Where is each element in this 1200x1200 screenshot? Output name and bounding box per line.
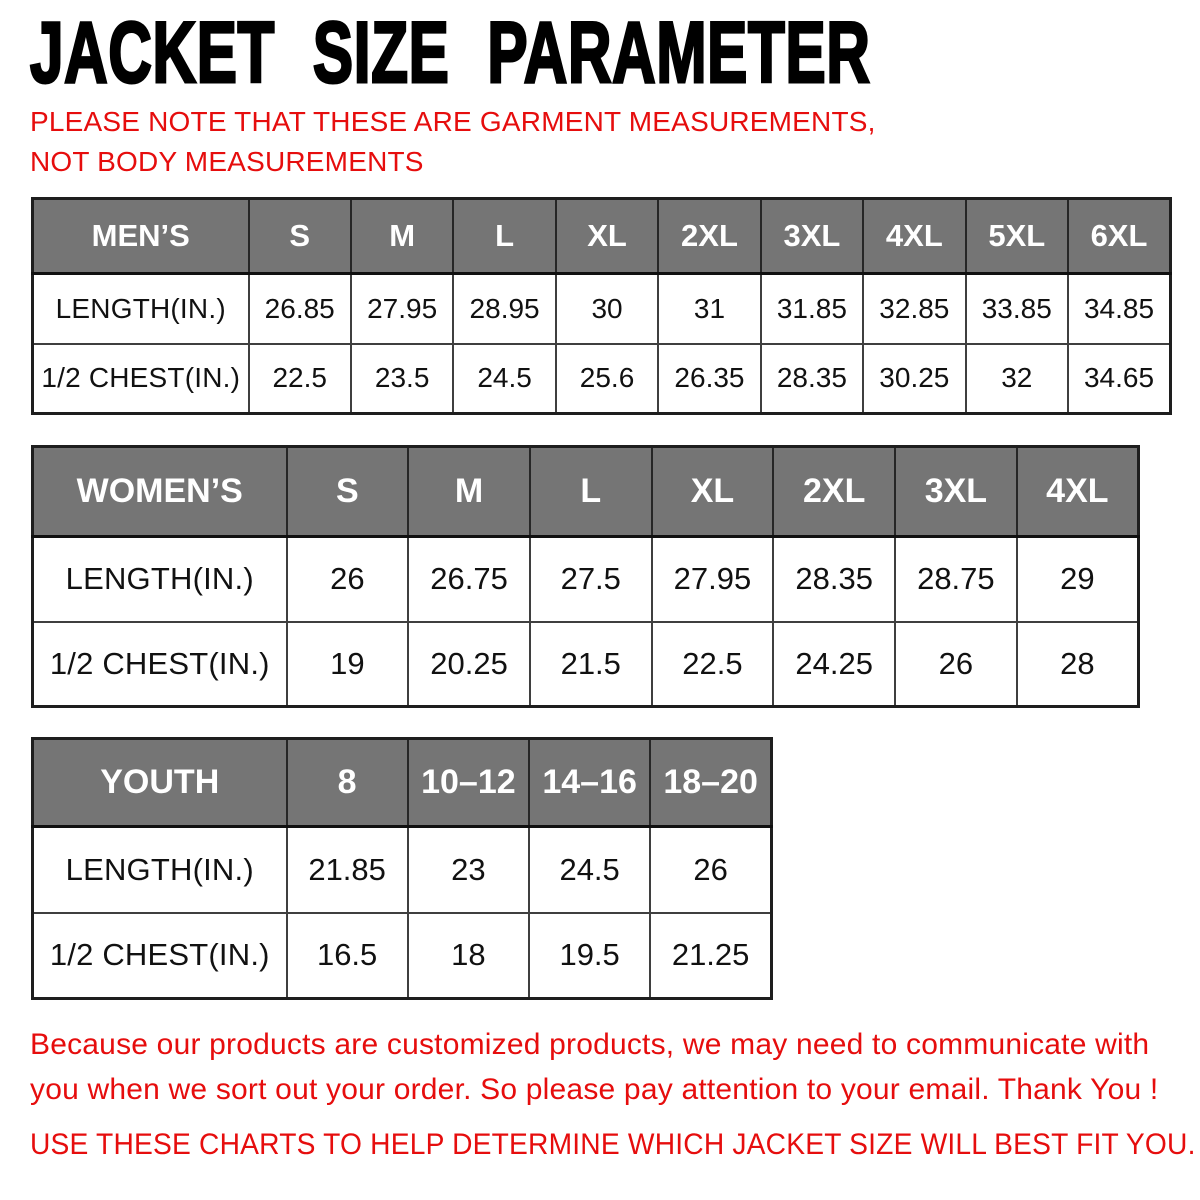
table-title-cell: YOUTH: [31, 737, 288, 828]
size-column-header: 4XL: [862, 197, 967, 275]
size-value-cell: 30: [554, 272, 660, 345]
size-column-header: 2XL: [657, 197, 762, 275]
size-value-cell: 31: [657, 272, 762, 345]
mens-table-grid: MEN’S S M L XL 2XL 3XL 4XL 5XL 6XL LENGTH(IN.) 26.8…: [31, 197, 1172, 415]
size-value-cell: 28.35: [772, 535, 897, 623]
size-column-header: 5XL: [964, 197, 1070, 275]
size-column-header: 14–16: [527, 737, 652, 828]
size-value-cell: 28.75: [894, 535, 1018, 623]
size-value-cell: 34.65: [1067, 342, 1172, 415]
size-header-row: YOUTH 8 10–12 14–16 18–20: [31, 737, 773, 828]
size-header-row: MEN’S S M L XL 2XL 3XL 4XL 5XL 6XL: [31, 197, 1172, 275]
size-column-header: M: [349, 197, 455, 275]
size-column-header: S: [247, 197, 352, 275]
size-value-cell: 25.6: [554, 342, 660, 415]
size-value-cell: 18: [406, 911, 531, 1000]
size-column-header: XL: [650, 445, 775, 538]
size-column-header: 4XL: [1015, 445, 1140, 538]
measurement-row-label: LENGTH(IN.): [31, 825, 288, 914]
measurement-row: LENGTH(IN.) 26.85 27.95 28.95 30 31 31.85 32.85…: [31, 272, 1172, 345]
mens-size-table: MEN’S S M L XL 2XL 3XL 4XL 5XL 6XL LENGTH(IN.) 26.8…: [31, 197, 1172, 415]
size-column-header: 2XL: [772, 445, 897, 538]
size-value-cell: 21.5: [528, 620, 653, 708]
size-value-cell: 32.85: [862, 272, 967, 345]
womens-table-grid: WOMEN’S S M L XL 2XL 3XL 4XL LENGTH(IN.) 26 26.75 2…: [31, 445, 1140, 708]
size-value-cell: 24.25: [772, 620, 897, 708]
size-value-cell: 24.5: [527, 825, 652, 914]
measurement-row-label: 1/2 CHEST(IN.): [31, 911, 288, 1000]
measurement-row: LENGTH(IN.) 21.85 23 24.5 26: [31, 825, 773, 914]
size-value-cell: 32: [964, 342, 1070, 415]
measurement-row-label: 1/2 CHEST(IN.): [31, 620, 288, 708]
size-column-header: 6XL: [1067, 197, 1172, 275]
size-value-cell: 33.85: [964, 272, 1070, 345]
size-value-cell: 21.85: [285, 825, 409, 914]
measurement-row-label: LENGTH(IN.): [31, 535, 288, 623]
size-value-cell: 19.5: [527, 911, 652, 1000]
measurement-row: 1/2 CHEST(IN.) 19 20.25 21.5 22.5 24.25 26 28: [31, 620, 1140, 708]
table-title-cell: WOMEN’S: [31, 445, 288, 538]
size-value-cell: 34.85: [1067, 272, 1172, 345]
size-value-cell: 27.95: [349, 272, 455, 345]
size-value-cell: 26: [285, 535, 410, 623]
table-title-cell: MEN’S: [31, 197, 250, 275]
size-value-cell: 22.5: [247, 342, 352, 415]
size-value-cell: 27.5: [528, 535, 653, 623]
size-column-header: 3XL: [894, 445, 1018, 538]
measurement-row: 1/2 CHEST(IN.) 22.5 23.5 24.5 25.6 26.35 28.35…: [31, 342, 1172, 415]
size-value-cell: 21.25: [649, 911, 773, 1000]
size-value-cell: 16.5: [285, 911, 409, 1000]
page-title: JACKET SIZE PARAMETER: [29, 5, 871, 101]
size-value-cell: 22.5: [650, 620, 775, 708]
size-value-cell: 28: [1015, 620, 1140, 708]
size-value-cell: 26.85: [247, 272, 352, 345]
size-column-header: XL: [554, 197, 660, 275]
size-value-cell: 20.25: [407, 620, 531, 708]
measurement-row-label: 1/2 CHEST(IN.): [31, 342, 250, 415]
size-value-cell: 27.95: [650, 535, 775, 623]
size-column-header: 3XL: [759, 197, 865, 275]
size-value-cell: 23: [406, 825, 531, 914]
youth-size-table: YOUTH 8 10–12 14–16 18–20 LENGTH(IN.) 21.85 23 2…: [31, 737, 773, 1000]
fit-advice-line: USE THESE CHARTS TO HELP DETERMINE WHICH…: [30, 1128, 1196, 1161]
measurement-row: LENGTH(IN.) 26 26.75 27.5 27.95 28.35 28.75 29: [31, 535, 1140, 623]
size-column-header: S: [285, 445, 410, 538]
garment-measurement-note: PLEASE NOTE THAT THESE ARE GARMENT MEASU…: [30, 106, 876, 178]
size-value-cell: 30.25: [862, 342, 967, 415]
size-header-row: WOMEN’S S M L XL 2XL 3XL 4XL: [31, 445, 1140, 538]
size-value-cell: 24.5: [452, 342, 557, 415]
size-value-cell: 26.75: [407, 535, 531, 623]
size-column-header: 8: [285, 737, 409, 828]
customization-notice: Because our products are customized prod…: [30, 1028, 1159, 1106]
size-value-cell: 23.5: [349, 342, 455, 415]
size-column-header: 10–12: [406, 737, 531, 828]
size-value-cell: 31.85: [759, 272, 865, 345]
youth-table-grid: YOUTH 8 10–12 14–16 18–20 LENGTH(IN.) 21.85 23 2…: [31, 737, 773, 1000]
womens-size-table: WOMEN’S S M L XL 2XL 3XL 4XL LENGTH(IN.) 26 26.75 2…: [31, 445, 1140, 708]
measurement-row-label: LENGTH(IN.): [31, 272, 250, 345]
size-value-cell: 29: [1015, 535, 1140, 623]
size-value-cell: 26.35: [657, 342, 762, 415]
size-column-header: L: [528, 445, 653, 538]
size-column-header: M: [407, 445, 531, 538]
size-column-header: 18–20: [649, 737, 773, 828]
size-value-cell: 28.35: [759, 342, 865, 415]
measurement-row: 1/2 CHEST(IN.) 16.5 18 19.5 21.25: [31, 911, 773, 1000]
size-value-cell: 19: [285, 620, 410, 708]
size-value-cell: 26: [894, 620, 1018, 708]
size-value-cell: 28.95: [452, 272, 557, 345]
size-column-header: L: [452, 197, 557, 275]
size-value-cell: 26: [649, 825, 773, 914]
